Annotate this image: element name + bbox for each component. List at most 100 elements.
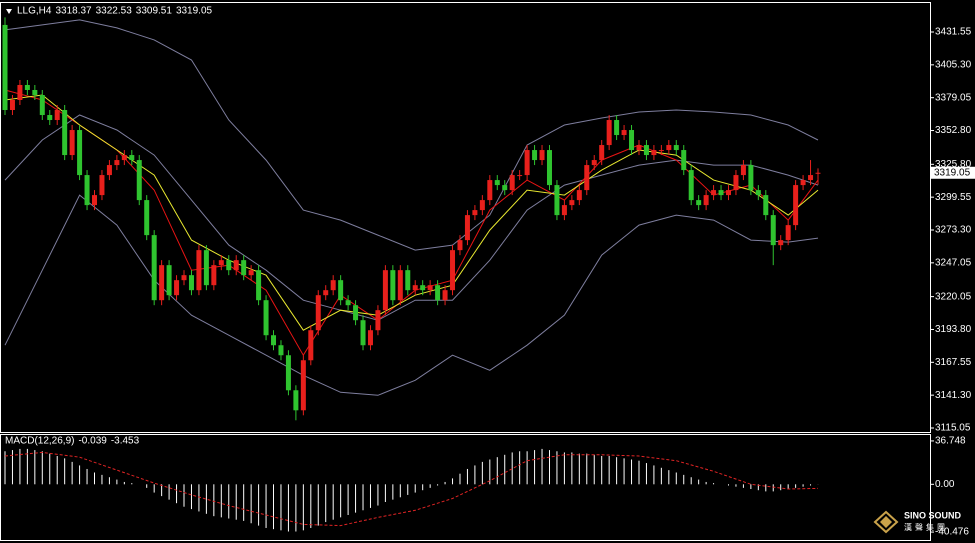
candle-body [92, 195, 98, 206]
candle-body [121, 155, 127, 161]
candle-body [278, 345, 284, 356]
logo-icon-inner [880, 516, 892, 528]
y-tick-label: -40.476 [935, 527, 969, 538]
candle-body [591, 160, 597, 166]
candle-body [740, 165, 746, 176]
candle-body [218, 260, 224, 266]
candle-body [47, 115, 53, 121]
candle-body [9, 100, 15, 111]
candle-body [494, 180, 500, 186]
candle-body [435, 285, 441, 301]
candle-body [800, 180, 806, 186]
candle-body [487, 180, 493, 201]
candle-body [479, 200, 485, 211]
candle-body [524, 150, 530, 176]
y-tick-label: 3115.05 [935, 423, 971, 434]
candle-body [450, 250, 456, 291]
y-tick-label: 3379.05 [935, 92, 972, 103]
candle-body [99, 175, 105, 196]
candle-body [196, 250, 202, 291]
candle-body [181, 275, 187, 281]
candle-body [532, 150, 538, 161]
candle-body [778, 240, 784, 246]
candle-body [390, 270, 396, 301]
indicator-line [4, 19, 819, 251]
logo: SINO SOUND 漢聲集團 [873, 510, 962, 534]
candle-body [502, 185, 508, 191]
candle-body [151, 235, 157, 301]
y-tick-label: 3431.55 [935, 27, 972, 38]
candle-body [606, 120, 612, 146]
candle-body [420, 285, 426, 291]
candle-body [688, 170, 694, 201]
candle-body [159, 265, 165, 301]
indicator-line [4, 94, 819, 331]
candle-body [785, 225, 791, 241]
candle-body [539, 150, 545, 161]
y-tick-label: 3273.30 [935, 225, 972, 236]
candle-body [77, 130, 83, 176]
symbol-title: LLG,H4 [17, 6, 52, 17]
macd-value: -0.039 [78, 436, 107, 447]
main-panel-frame [0, 2, 931, 433]
y-tick-label: 3247.05 [935, 257, 972, 268]
candle-body [696, 200, 702, 206]
candle-body [226, 260, 232, 271]
candle-body [300, 360, 306, 411]
candle-body [353, 305, 359, 321]
candle-body [651, 150, 657, 156]
last-price-tag [931, 166, 975, 179]
candle-body [188, 275, 194, 291]
candle-body [32, 89, 38, 95]
candle-body [293, 390, 299, 411]
candle-body [308, 330, 314, 361]
candle-body [62, 110, 68, 156]
candle-body [360, 320, 366, 346]
candle-body [748, 165, 754, 191]
candle-body [561, 205, 567, 216]
candle-body [397, 270, 403, 301]
ohlc-open: 3318.37 [55, 6, 92, 17]
candle-body [17, 84, 23, 101]
y-tick-label: 3193.80 [935, 324, 972, 335]
candle-body [114, 160, 120, 166]
y-tick-label: 0.00 [935, 479, 955, 490]
candle-body [382, 270, 388, 311]
candle-body [427, 285, 433, 291]
macd-panel-frame [0, 434, 931, 541]
y-tick-label: 3299.55 [935, 192, 972, 203]
candle-body [569, 200, 575, 206]
y-tick-label: 3220.05 [935, 291, 972, 302]
candle-body [793, 185, 799, 226]
candle-body [375, 310, 381, 331]
menu-triangle[interactable] [6, 9, 12, 14]
candle-body [106, 165, 112, 176]
logo-name: SINO SOUND [904, 510, 962, 520]
indicator-line [4, 194, 819, 396]
candle-body [144, 200, 150, 236]
logo-subtitle: 漢聲集團 [904, 522, 948, 532]
ohlc-low: 3309.51 [136, 6, 173, 17]
candle-body [725, 190, 731, 196]
candle-body [248, 270, 254, 276]
candle-body [233, 260, 239, 271]
candle-body [457, 240, 463, 251]
candle-body [24, 84, 30, 90]
candle-body [174, 280, 180, 296]
indicator-title: MACD(12,26,9) [5, 436, 74, 447]
y-tick-label: 3141.30 [935, 390, 972, 401]
candle-body [808, 175, 814, 181]
candle-body [546, 150, 552, 186]
candle-body [718, 190, 724, 196]
candle-body [599, 145, 605, 161]
candle-body [39, 94, 45, 116]
candle-body [129, 155, 135, 161]
candle-body [256, 270, 262, 301]
candle-body [681, 150, 687, 171]
candle-body [442, 290, 448, 301]
candle-body [658, 150, 664, 152]
candle-body [703, 195, 709, 206]
candle-body [711, 190, 717, 196]
candle-body [554, 185, 560, 216]
candle-body [338, 280, 344, 301]
